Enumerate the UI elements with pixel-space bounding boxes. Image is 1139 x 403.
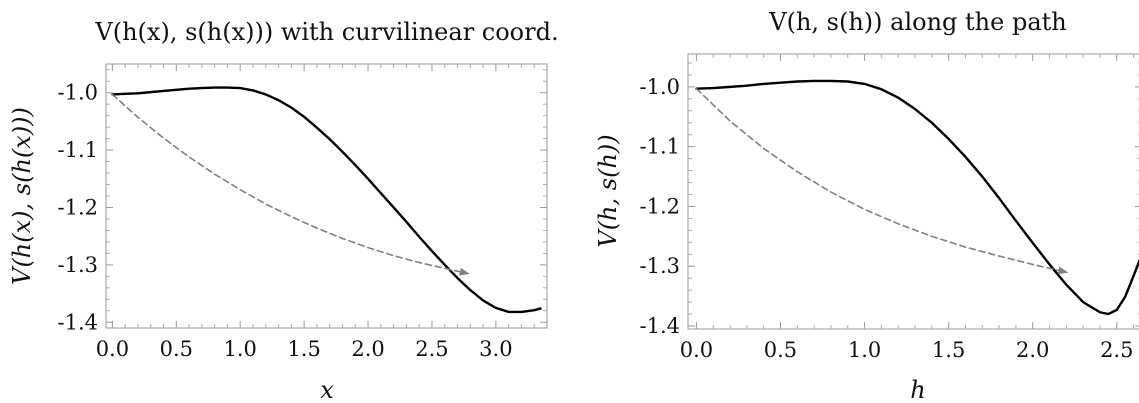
right-y-axis-label: V(h, s(h)) xyxy=(594,134,622,247)
right-potential-curve-series xyxy=(695,79,1139,316)
right-ticks xyxy=(688,54,1139,329)
right-x-tick-label: 1.0 xyxy=(848,338,881,362)
right-y-tick-label: -1.4 xyxy=(640,314,681,338)
left-x-tick-labels: 0.0 0.5 1.0 1.5 2.0 2.5 3.0 xyxy=(96,337,513,361)
right-y-tick-labels: -1.0 -1.1 -1.2 -1.3 -1.4 xyxy=(640,75,681,338)
left-x-tick-label: 0.5 xyxy=(160,337,193,361)
right-dashed-path-series xyxy=(695,87,1069,275)
left-ticks xyxy=(106,64,547,328)
right-plot-frame xyxy=(687,53,1139,330)
left-x-tick-label: 1.5 xyxy=(287,337,320,361)
left-x-tick-label: 0.0 xyxy=(96,337,129,361)
left-y-axis-label: V(h(x), s(h(x))) xyxy=(8,107,36,285)
right-x-tick-label: 2.5 xyxy=(1100,338,1133,362)
left-chart-panel: V(h(x), s(h(x))) with curvilinear coord.… xyxy=(8,18,559,403)
left-x-tick-label: 2.0 xyxy=(351,337,384,361)
left-y-tick-label: -1.3 xyxy=(58,253,99,277)
left-y-tick-labels: -1.0 -1.1 -1.2 -1.3 -1.4 xyxy=(58,81,99,335)
left-potential-curve-series xyxy=(111,86,542,314)
right-x-tick-label: 1.5 xyxy=(932,338,965,362)
left-y-tick-label: -1.0 xyxy=(58,81,99,105)
left-plot-frame xyxy=(105,63,548,329)
right-x-tick-label: 0.5 xyxy=(764,338,797,362)
right-y-tick-label: -1.1 xyxy=(640,135,681,159)
right-x-tick-label: 2.0 xyxy=(1016,338,1049,362)
right-series xyxy=(695,79,1139,316)
right-y-tick-label: -1.3 xyxy=(640,254,681,278)
left-y-tick-label: -1.4 xyxy=(58,310,99,334)
left-x-axis-label: x xyxy=(320,376,334,403)
left-x-tick-label: 2.5 xyxy=(415,337,448,361)
right-y-tick-label: -1.2 xyxy=(640,194,681,218)
right-x-tick-label: 0.0 xyxy=(680,338,713,362)
left-series xyxy=(111,86,542,314)
left-dashed-path-series xyxy=(111,93,470,276)
right-chart-panel: V(h, s(h)) along the path 0.0 0.5 1.0 1.5 2.… xyxy=(594,8,1139,403)
right-x-axis-label: h xyxy=(910,376,925,403)
left-y-tick-label: -1.2 xyxy=(58,195,99,219)
right-y-tick-label: -1.0 xyxy=(640,75,681,99)
left-x-tick-label: 3.0 xyxy=(479,337,512,361)
right-chart-title: V(h, s(h)) along the path xyxy=(768,8,1067,36)
right-x-tick-labels: 0.0 0.5 1.0 1.5 2.0 2.5 xyxy=(680,338,1134,362)
left-chart-title: V(h(x), s(h(x))) with curvilinear coord. xyxy=(94,18,558,46)
left-x-tick-label: 1.0 xyxy=(224,337,257,361)
left-y-tick-label: -1.1 xyxy=(58,138,99,162)
